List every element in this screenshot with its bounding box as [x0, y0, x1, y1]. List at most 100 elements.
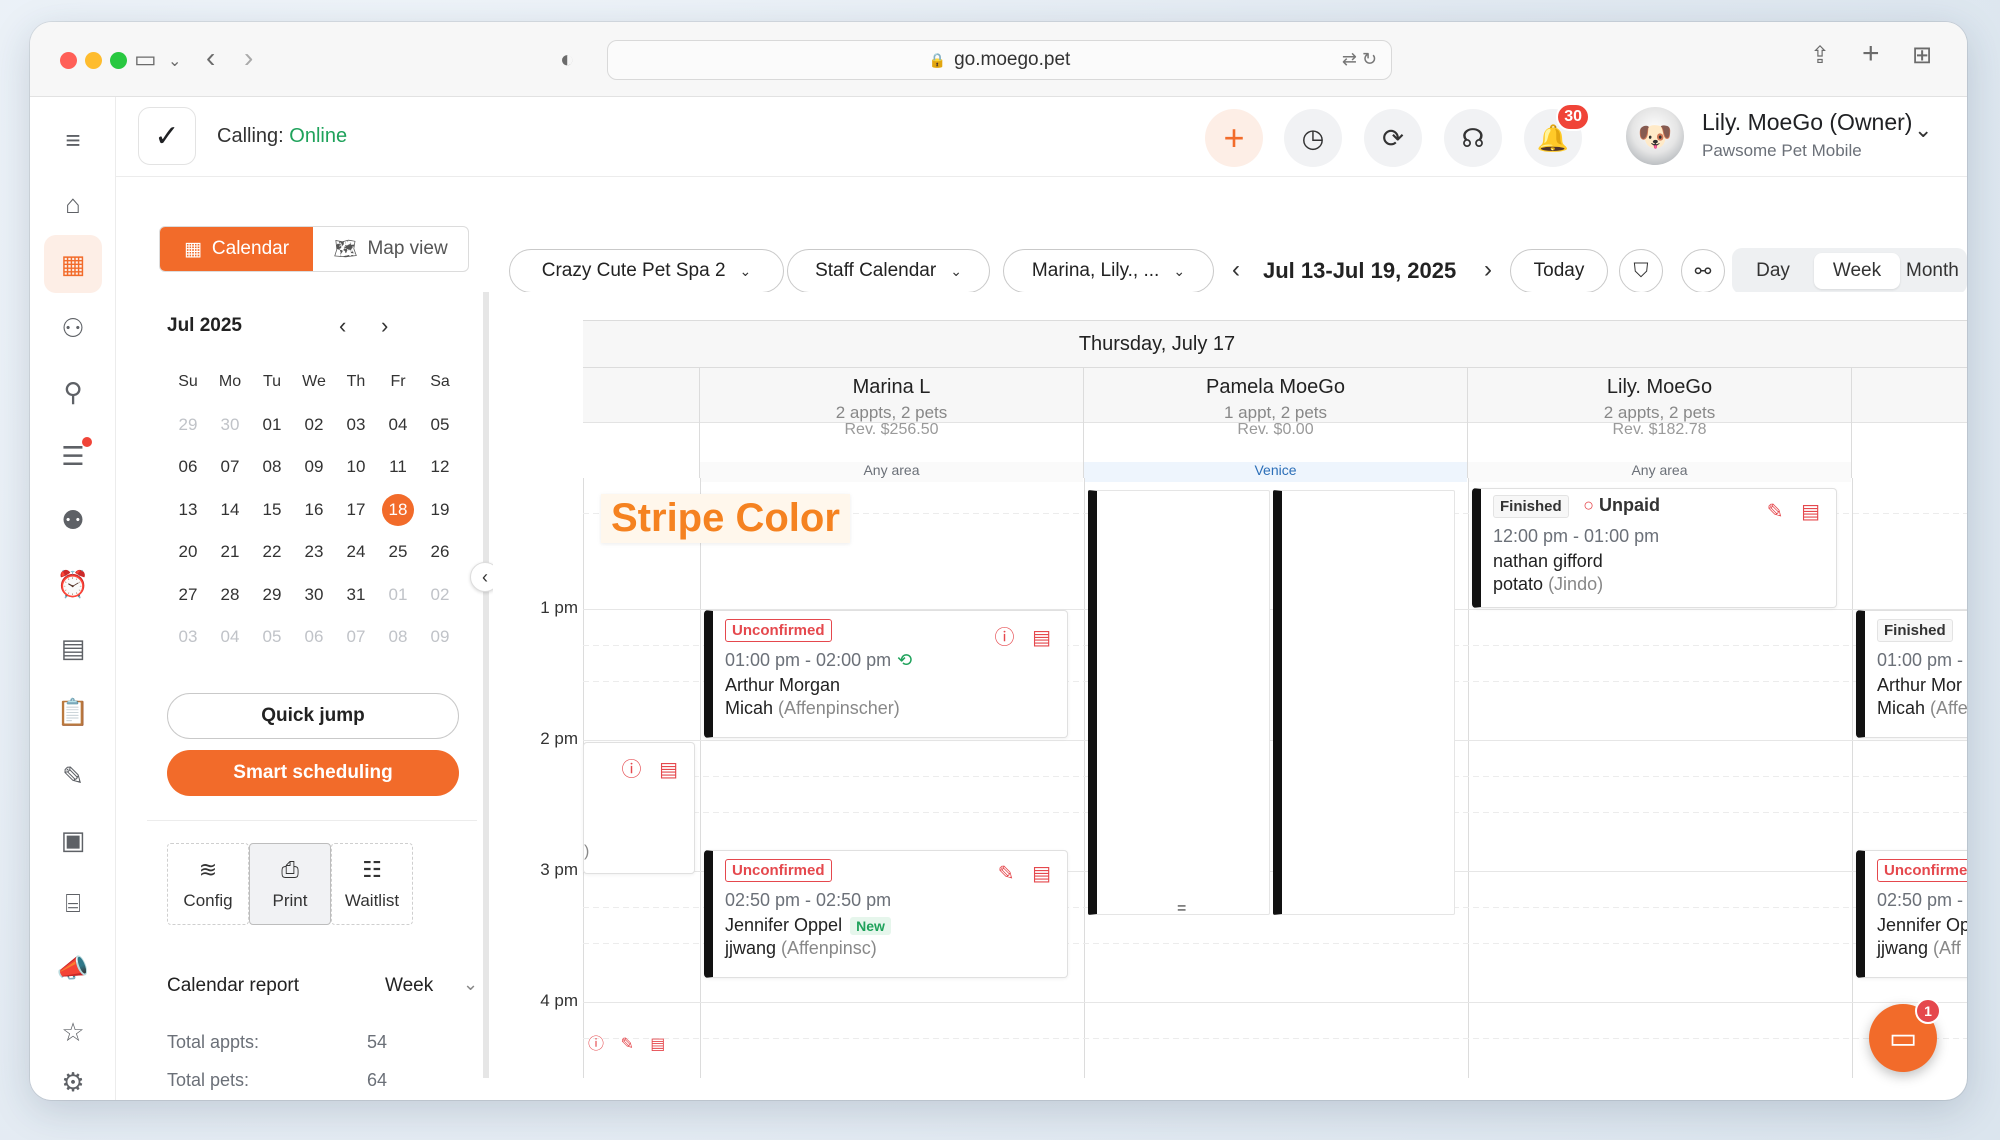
- prev-week-icon[interactable]: ‹: [1232, 256, 1240, 283]
- day-cell[interactable]: 02: [419, 585, 461, 605]
- chat-button[interactable]: ▭ 1: [1869, 998, 1941, 1072]
- support-headset-icon[interactable]: ☊: [1444, 109, 1502, 167]
- day-cell[interactable]: 04: [209, 627, 251, 647]
- day-cell[interactable]: 30: [209, 415, 251, 435]
- month-view-button[interactable]: Month: [1906, 260, 1959, 281]
- appointment-card[interactable]: Unconfirmed ⓘ ▤ 01:00 pm - 02:00 pm ⟲ Art…: [704, 610, 1068, 738]
- day-cell[interactable]: 28: [209, 585, 251, 605]
- smart-scheduling-button[interactable]: Smart scheduling: [167, 750, 459, 796]
- clients-icon[interactable]: ⚇: [61, 312, 85, 343]
- day-cell[interactable]: 05: [251, 627, 293, 647]
- staff-name[interactable]: Marina L: [852, 376, 931, 398]
- day-cell[interactable]: 10: [335, 457, 377, 477]
- home-icon[interactable]: ⌂: [65, 188, 81, 219]
- chevron-down-icon[interactable]: ⌄: [463, 974, 479, 994]
- day-cell[interactable]: 02: [293, 415, 335, 435]
- close-window-button[interactable]: [60, 52, 77, 69]
- tab-overview-icon[interactable]: ⊞: [1912, 42, 1933, 69]
- day-cell[interactable]: 30: [293, 585, 335, 605]
- chevron-down-icon[interactable]: ⌄: [168, 53, 182, 70]
- reminder-icon[interactable]: ⏰: [56, 568, 90, 599]
- day-cell[interactable]: 14: [209, 500, 251, 520]
- next-week-icon[interactable]: ›: [1484, 256, 1492, 283]
- reports-icon[interactable]: 📋: [56, 696, 90, 727]
- calendar-type-select[interactable]: Staff Calendar ⌄: [787, 249, 990, 293]
- calendar-view-button[interactable]: ▦ Calendar: [160, 227, 313, 271]
- messages-icon[interactable]: ☰: [44, 427, 102, 485]
- payments-icon[interactable]: ▤: [60, 632, 86, 663]
- calling-status[interactable]: Calling: Online: [217, 125, 347, 148]
- filter-icon[interactable]: ⛉: [1619, 249, 1663, 293]
- appointment-card[interactable]: Finished ○ Unpaid ✎ ▤ 12:00 pm - 01:00 p…: [1472, 488, 1837, 608]
- day-cell[interactable]: 13: [167, 500, 209, 520]
- new-tab-icon[interactable]: +: [1862, 37, 1880, 70]
- minimize-window-button[interactable]: [85, 52, 102, 69]
- share-icon[interactable]: ⇪: [1810, 42, 1831, 69]
- day-cell[interactable]: 04: [377, 415, 419, 435]
- day-cell[interactable]: 20: [167, 542, 209, 562]
- moego-logo[interactable]: ✓: [138, 107, 196, 165]
- edit-icon[interactable]: ✎: [62, 760, 84, 791]
- map-view-button[interactable]: 🗺 Map view: [313, 227, 468, 271]
- day-cell[interactable]: 01: [377, 585, 419, 605]
- day-cell[interactable]: 19: [419, 500, 461, 520]
- staff-name[interactable]: Lily. MoeGo: [1606, 376, 1713, 398]
- day-cell[interactable]: 17: [335, 500, 377, 520]
- day-view-button[interactable]: Day: [1756, 260, 1790, 281]
- back-icon[interactable]: ‹: [206, 42, 216, 73]
- day-cell[interactable]: 26: [419, 542, 461, 562]
- clock-icon[interactable]: ◷: [1284, 109, 1342, 167]
- day-cell[interactable]: 03: [335, 415, 377, 435]
- privacy-shield-icon[interactable]: ◐: [560, 46, 575, 73]
- day-cell[interactable]: 21: [209, 542, 251, 562]
- day-cell[interactable]: 15: [251, 500, 293, 520]
- avatar[interactable]: 🐶: [1626, 107, 1684, 165]
- day-cell[interactable]: 09: [419, 627, 461, 647]
- panel-scrollbar[interactable]: [483, 292, 489, 1078]
- settings-icon[interactable]: ⚙: [61, 1066, 85, 1097]
- translate-reload-icon[interactable]: ⇄ ↻: [1341, 49, 1377, 69]
- sidebar-toggle-icon[interactable]: ▭: [134, 46, 157, 73]
- blocked-time-block[interactable]: [1273, 490, 1455, 915]
- day-cell[interactable]: 11: [377, 457, 419, 477]
- pets-icon[interactable]: ⚲: [63, 376, 83, 407]
- day-cell[interactable]: 16: [293, 500, 335, 520]
- day-cell[interactable]: 29: [167, 415, 209, 435]
- sync-icon[interactable]: ⟳: [1364, 109, 1422, 167]
- route-icon[interactable]: ⚯: [1681, 249, 1725, 293]
- blocked-time-block[interactable]: =: [1088, 490, 1270, 917]
- reviews-icon[interactable]: ☆: [61, 1016, 85, 1047]
- location-select[interactable]: Crazy Cute Pet Spa 2 ⌄: [509, 249, 784, 293]
- day-cell[interactable]: 08: [377, 627, 419, 647]
- user-name[interactable]: Lily. MoeGo (Owner): [1702, 109, 1913, 135]
- appointment-card[interactable]: Unconfirme 02:50 pm - Jennifer Op jjwang…: [1856, 850, 1967, 978]
- notifications-bell-icon[interactable]: 🔔 30: [1524, 103, 1590, 167]
- day-cell[interactable]: 06: [293, 627, 335, 647]
- week-view-button[interactable]: Week: [1814, 253, 1900, 289]
- day-cell[interactable]: 22: [251, 542, 293, 562]
- day-cell[interactable]: 24: [335, 542, 377, 562]
- quick-jump-button[interactable]: Quick jump: [167, 693, 459, 739]
- schedule-icon[interactable]: ▣: [60, 824, 86, 855]
- day-cell[interactable]: 09: [293, 457, 335, 477]
- marketing-icon[interactable]: 📣: [56, 952, 90, 983]
- day-cell[interactable]: 23: [293, 542, 335, 562]
- appointment-card-partial[interactable]: ⓘ ▤ ): [583, 742, 695, 874]
- day-cell[interactable]: 08: [251, 457, 293, 477]
- config-button[interactable]: ≋ Config: [167, 843, 249, 925]
- today-button[interactable]: Today: [1510, 249, 1608, 293]
- day-cell[interactable]: 06: [167, 457, 209, 477]
- prev-month-icon[interactable]: ‹: [339, 313, 347, 338]
- zoom-window-button[interactable]: [110, 52, 127, 69]
- day-cell[interactable]: 29: [251, 585, 293, 605]
- chevron-down-icon[interactable]: ⌄: [1914, 117, 1933, 142]
- staff-name[interactable]: Pamela MoeGo: [1206, 376, 1345, 398]
- appointment-card[interactable]: Finished 01:00 pm - Arthur Mor Micah (Af…: [1856, 610, 1967, 738]
- day-cell[interactable]: 05: [419, 415, 461, 435]
- day-cell[interactable]: 25: [377, 542, 419, 562]
- day-cell[interactable]: 07: [209, 457, 251, 477]
- day-cell[interactable]: 27: [167, 585, 209, 605]
- next-month-icon[interactable]: ›: [381, 313, 389, 338]
- create-button[interactable]: +: [1205, 109, 1263, 167]
- waitlist-button[interactable]: ☷ Waitlist: [331, 843, 413, 925]
